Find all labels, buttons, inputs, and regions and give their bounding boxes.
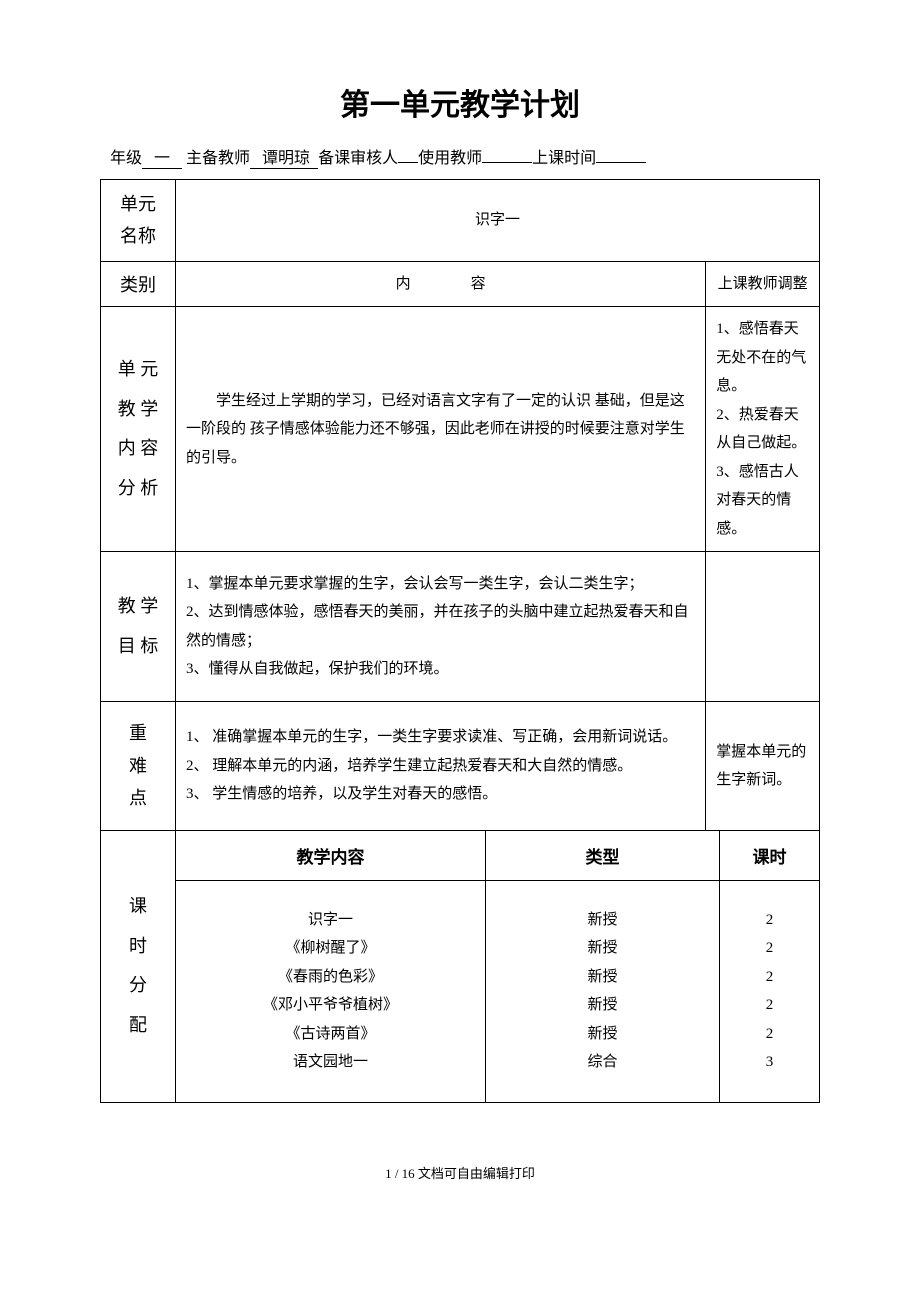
schedule-type-header: 类型: [486, 830, 720, 880]
analysis-right: 1、感悟春天无处不在的气息。 2、热爱春天从自己做起。 3、感悟古人对春天的情感…: [706, 307, 820, 552]
schedule-content-list: 识字一 《柳树醒了》 《春雨的色彩》 《邓小平爷爷植树》 《古诗两首》 语文园地…: [176, 880, 486, 1102]
category-label: 类别: [101, 261, 176, 307]
row-difficulty: 重 难 点 1、 准确掌握本单元的生字，一类生字要求读准、写正确，会用新词说话。…: [101, 702, 820, 830]
unit-name-label: 单元 名称: [101, 180, 176, 262]
grade-label: 年级: [110, 150, 142, 167]
row-category: 类别 内 容 上课教师调整: [101, 261, 820, 307]
grade-value: 一: [142, 144, 182, 169]
schedule-content-header: 教学内容: [176, 830, 486, 880]
page-footer: 1 / 16 文档可自由编辑打印: [100, 1163, 820, 1182]
page-title: 第一单元教学计划: [100, 80, 820, 124]
schedule-hours-header: 课时: [720, 830, 820, 880]
schedule-hours-list: 2 2 2 2 2 3: [720, 880, 820, 1102]
goal-label: 教 学 目 标: [101, 552, 176, 702]
row-schedule-body: 识字一 《柳树醒了》 《春雨的色彩》 《邓小平爷爷植树》 《古诗两首》 语文园地…: [101, 880, 820, 1102]
analysis-label: 单 元 教 学 内 容 分 析: [101, 307, 176, 552]
goal-right: [706, 552, 820, 702]
unit-name-value: 识字一: [176, 180, 820, 262]
schedule-label: 课 时 分 配: [101, 830, 176, 1102]
row-unit-name: 单元 名称 识字一: [101, 180, 820, 262]
header-info: 年级 一 主备教师 谭明琼备课审核人 使用教师 上课时间: [100, 144, 820, 169]
difficulty-content: 1、 准确掌握本单元的生字，一类生字要求读准、写正确，会用新词说话。 2、 理解…: [176, 702, 706, 830]
content-header: 内 容: [176, 261, 706, 307]
main-table: 单元 名称 识字一 类别 内 容 上课教师调整 单 元 教 学 内 容 分 析 …: [100, 179, 820, 1103]
main-teacher-value: 谭明琼: [250, 144, 318, 169]
class-time-label: 上课时间: [532, 150, 596, 167]
reviewer-label: 备课审核人: [318, 150, 398, 167]
class-time-blank: [596, 162, 646, 163]
using-teacher-label: 使用教师: [418, 150, 482, 167]
right-header: 上课教师调整: [706, 261, 820, 307]
difficulty-label: 重 难 点: [101, 702, 176, 830]
main-teacher-label: 主备教师: [186, 150, 250, 167]
row-goal: 教 学 目 标 1、掌握本单元要求掌握的生字，会认会写一类生字，会认二类生字； …: [101, 552, 820, 702]
using-teacher-blank: [482, 162, 532, 163]
schedule-type-list: 新授 新授 新授 新授 新授 综合: [486, 880, 720, 1102]
difficulty-right: 掌握本单元的生字新词。: [706, 702, 820, 830]
goal-content: 1、掌握本单元要求掌握的生字，会认会写一类生字，会认二类生字； 2、达到情感体验…: [176, 552, 706, 702]
row-analysis: 单 元 教 学 内 容 分 析 学生经过上学期的学习，已经对语言文字有了一定的认…: [101, 307, 820, 552]
analysis-content: 学生经过上学期的学习，已经对语言文字有了一定的认识 基础，但是这一阶段的 孩子情…: [176, 307, 706, 552]
reviewer-blank: [398, 162, 418, 163]
row-schedule-header: 课 时 分 配 教学内容 类型 课时: [101, 830, 820, 880]
